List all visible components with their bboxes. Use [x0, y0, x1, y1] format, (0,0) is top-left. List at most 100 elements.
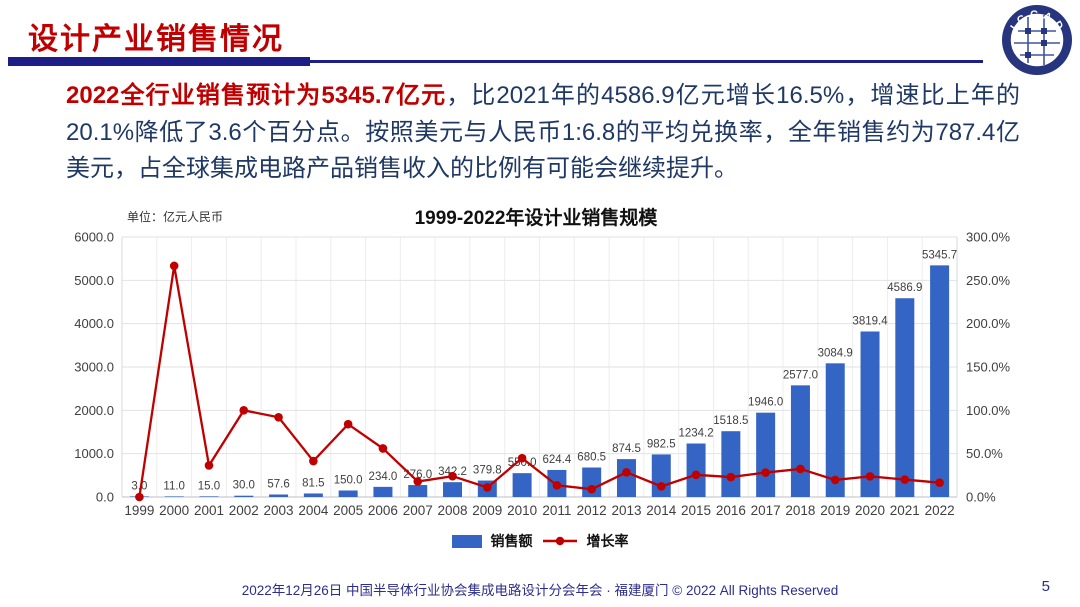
- legend-sales-label: 销售额: [490, 533, 533, 549]
- x-axis-tick: 2003: [264, 503, 294, 518]
- bar-label: 3819.4: [852, 315, 888, 327]
- growth-point-2011: [552, 481, 562, 490]
- y-axis-left-tick: 2000.0: [74, 403, 114, 418]
- growth-point-2019: [830, 475, 840, 485]
- bar-label: 30.0: [233, 480, 255, 492]
- x-axis-tick: 2017: [751, 503, 781, 518]
- y-axis-left-tick: 6000.0: [74, 230, 114, 245]
- bar-2003: [269, 494, 289, 497]
- x-axis-tick: 2006: [368, 503, 398, 518]
- y-axis-left-tick: 3000.0: [74, 360, 114, 375]
- bar-label: 15.0: [198, 480, 220, 492]
- growth-point-2015: [691, 470, 701, 480]
- growth-point-2014: [656, 482, 666, 491]
- chart-unit-label: 单位：亿元人民币: [127, 210, 224, 224]
- bar-label: 234.0: [369, 471, 398, 483]
- bar-2004: [303, 493, 323, 497]
- footer-text: 2022年12月26日 中国半导体行业协会集成电路设计分会年会 · 福建厦门 ©…: [241, 583, 839, 598]
- summary-paragraph: 2022全行业销售预计为5345.7亿元，比2021年的4586.9亿元增长16…: [66, 78, 1020, 188]
- x-axis-tick: 1999: [124, 503, 154, 518]
- x-axis-tick: 2011: [542, 503, 571, 518]
- bar-label: 1234.2: [678, 428, 713, 440]
- bar-label: 57.6: [267, 479, 289, 491]
- y-axis-right-tick: 100.0%: [966, 403, 1011, 418]
- bar-2022: [930, 265, 950, 497]
- bar-label: 874.5: [612, 443, 641, 455]
- x-axis-tick: 2018: [785, 503, 815, 518]
- legend-sales-swatch: [451, 534, 482, 548]
- bar-label: 1518.5: [713, 415, 748, 427]
- growth-point-2018: [796, 464, 805, 474]
- bar-label: 379.8: [473, 465, 502, 477]
- sales-growth-chart: 0.0 0.0% 1000.0 50.0% 2000.0 100.0% 3000.0 150.…: [74, 230, 1011, 519]
- bar-2021: [895, 298, 915, 497]
- chart-title: 1999-2022年设计业销售规模: [414, 208, 658, 229]
- growth-point-2004: [309, 456, 318, 466]
- x-axis-tick: 2015: [681, 503, 711, 518]
- bar-2019: [825, 363, 845, 497]
- x-axis-tick: 2016: [716, 503, 746, 518]
- bar-label: 3.0: [131, 480, 147, 492]
- x-axis-tick: 2010: [507, 503, 537, 518]
- summary-highlight: 2022全行业销售预计为5345.7亿元: [66, 82, 447, 109]
- growth-point-2020: [865, 472, 875, 481]
- y-axis-right-tick: 50.0%: [966, 446, 1003, 461]
- growth-point-2005: [343, 419, 353, 429]
- x-axis-tick: 2019: [820, 503, 850, 518]
- bar-label: 2577.0: [783, 369, 818, 381]
- growth-point-2007: [413, 477, 423, 486]
- bar-label: 3084.9: [818, 347, 853, 359]
- growth-point-2006: [378, 444, 388, 453]
- growth-point-2003: [274, 412, 283, 422]
- bar-2001: [199, 496, 219, 497]
- bar-2006: [373, 486, 393, 497]
- bar-label: 81.5: [302, 477, 324, 489]
- logo-circuit-pads: [1025, 28, 1047, 58]
- bar-2017: [756, 412, 776, 497]
- y-axis-right-tick: 200.0%: [966, 316, 1011, 331]
- bar-2002: [234, 495, 254, 497]
- bar-label: 5345.7: [922, 249, 957, 261]
- x-axis-tick: 2013: [611, 503, 641, 518]
- growth-line: [138, 265, 940, 498]
- y-axis-left-tick: 0.0: [96, 490, 114, 505]
- growth-point-2000: [169, 261, 179, 271]
- growth-point-2010: [517, 453, 527, 463]
- y-axis-right-tick: 150.0%: [966, 360, 1011, 375]
- bar-2015: [686, 443, 706, 497]
- bar-label: 11.0: [163, 480, 185, 492]
- x-axis-tick: 2005: [333, 503, 363, 518]
- bar-label: 550.0: [508, 457, 537, 469]
- bar-2000: [164, 496, 184, 497]
- title-underline-thin: [310, 60, 983, 63]
- growth-point-2002: [239, 406, 249, 415]
- growth-point-2008: [448, 471, 457, 481]
- bar-2005: [338, 490, 358, 497]
- x-axis-tick: 2008: [437, 503, 467, 518]
- growth-point-2009: [483, 483, 492, 492]
- y-axis-left-tick: 1000.0: [74, 446, 114, 461]
- bar-2018: [790, 385, 810, 497]
- x-axis-tick: 2000: [159, 503, 189, 518]
- bar-label: 276.0: [403, 469, 432, 481]
- growth-point-2013: [622, 468, 631, 477]
- x-axis-tick: 2014: [646, 503, 677, 518]
- growth-point-2021: [900, 475, 910, 484]
- legend-growth-label: 增长率: [586, 533, 629, 549]
- bar-2020: [860, 331, 880, 497]
- summary-body: ，比2021年的4586.9亿元增长16.5%，增速比上年的20.1%降低了3.…: [66, 82, 1020, 182]
- page-number: 5: [1041, 578, 1050, 595]
- bar-label: 1946.0: [748, 397, 783, 409]
- x-axis-tick: 2012: [577, 503, 607, 518]
- bar-2013: [616, 459, 636, 497]
- bar-label: 150.0: [334, 475, 363, 487]
- bar-2014: [651, 454, 671, 497]
- bar-label: 624.4: [543, 454, 572, 466]
- y-axis-right-tick: 0.0%: [966, 490, 996, 505]
- growth-point-2001: [204, 461, 214, 470]
- x-axis-tick: 2009: [472, 503, 502, 518]
- y-axis-left-tick: 5000.0: [74, 273, 114, 288]
- x-axis-tick: 2021: [890, 503, 920, 518]
- growth-point-2016: [726, 472, 736, 482]
